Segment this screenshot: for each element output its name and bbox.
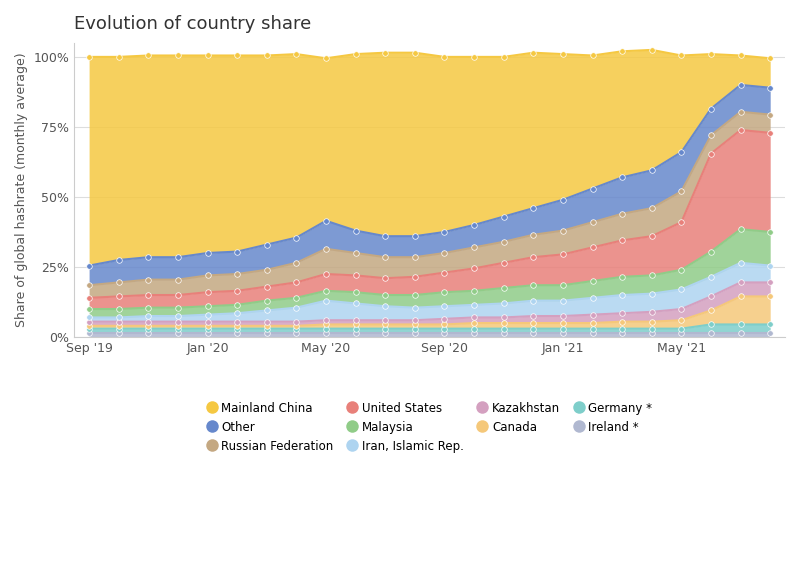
Text: Evolution of country share: Evolution of country share: [74, 15, 311, 33]
Legend: Mainland China, Other, Russian Federation, United States, Malaysia, Iran, Islami: Mainland China, Other, Russian Federatio…: [201, 396, 658, 458]
Y-axis label: Share of global hashrate (monthly average): Share of global hashrate (monthly averag…: [15, 53, 28, 327]
